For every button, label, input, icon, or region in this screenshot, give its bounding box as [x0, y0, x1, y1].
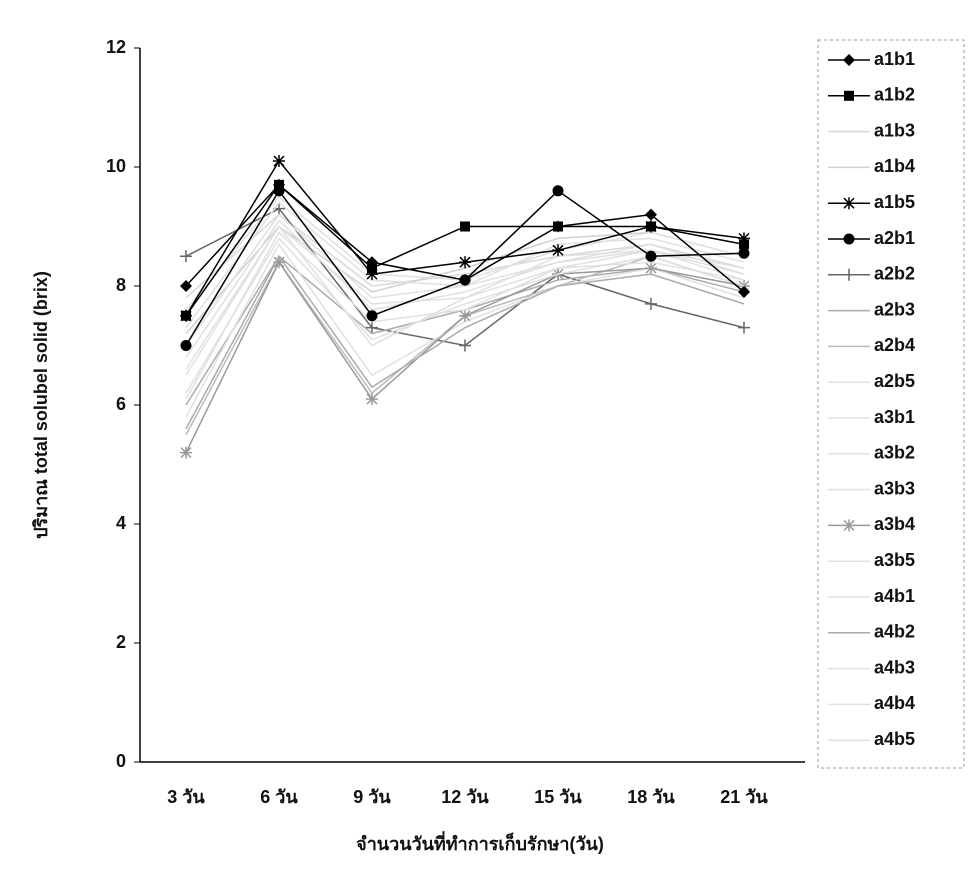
marker	[180, 280, 192, 292]
legend-label: a1b2	[874, 85, 915, 105]
legend-marker	[843, 268, 855, 281]
marker	[273, 185, 285, 197]
legend-label: a4b5	[874, 729, 915, 749]
legend-label: a4b3	[874, 657, 915, 677]
marker	[180, 309, 192, 322]
y-tick-label: 12	[106, 37, 126, 57]
marker	[180, 340, 192, 351]
legend-label: a1b1	[874, 49, 915, 69]
y-tick-label: 8	[116, 275, 126, 295]
marker	[738, 321, 750, 334]
marker	[459, 309, 471, 322]
legend-marker	[844, 90, 854, 101]
y-axis-title: ปริมาณ total solubel solid (brix)	[31, 271, 51, 539]
x-tick-label: 18 วัน	[627, 787, 675, 807]
marker	[273, 155, 285, 168]
marker	[645, 250, 657, 262]
legend-marker	[843, 54, 855, 66]
legend-marker	[843, 197, 855, 210]
legend-label: a4b2	[874, 622, 915, 642]
legend-label: a2b1	[874, 228, 915, 248]
marker	[738, 247, 750, 259]
marker	[552, 185, 564, 197]
marker	[645, 297, 657, 310]
x-tick-label: 3 วัน	[167, 787, 205, 807]
marker	[459, 339, 471, 352]
legend-label: a1b4	[874, 156, 915, 176]
legend-label: a3b1	[874, 407, 915, 427]
marker	[645, 220, 657, 233]
x-tick-label: 21 วัน	[720, 787, 768, 807]
marker	[366, 321, 378, 334]
legend-label: a3b2	[874, 443, 915, 463]
legend-label: a3b3	[874, 478, 915, 498]
legend-marker	[843, 519, 855, 532]
legend-label: a1b3	[874, 120, 915, 140]
x-tick-label: 9 วัน	[353, 787, 391, 807]
marker	[366, 393, 378, 406]
marker	[645, 208, 657, 221]
marker	[738, 232, 750, 245]
marker	[274, 179, 284, 190]
marker	[460, 221, 470, 232]
legend-label: a4b1	[874, 586, 915, 606]
marker	[553, 221, 563, 232]
marker	[273, 256, 285, 269]
x-tick-label: 15 วัน	[534, 787, 582, 807]
x-tick-label: 6 วัน	[260, 787, 298, 807]
series-line	[185, 231, 745, 400]
legend-box	[817, 39, 965, 769]
legend-label: a3b4	[874, 514, 915, 534]
y-tick-label: 2	[116, 632, 126, 652]
legend-label: a2b4	[874, 335, 915, 355]
legend-label: a2b5	[874, 371, 915, 391]
marker	[366, 268, 378, 281]
marker	[552, 244, 564, 257]
legend-label: a1b5	[874, 192, 915, 212]
marker	[180, 446, 192, 459]
marker	[738, 285, 750, 298]
y-tick-label: 0	[116, 751, 126, 771]
marker	[645, 262, 657, 275]
y-tick-label: 4	[116, 513, 126, 533]
y-tick-label: 10	[106, 156, 126, 176]
marker	[459, 274, 471, 286]
x-tick-label: 12 วัน	[441, 787, 489, 807]
legend-label: a2b3	[874, 299, 915, 319]
legend-marker	[843, 233, 855, 245]
y-tick-label: 6	[116, 394, 126, 414]
legend-label: a4b4	[874, 693, 915, 713]
legend-label: a3b5	[874, 550, 915, 570]
series-line	[185, 254, 745, 430]
series-line	[185, 225, 745, 370]
marker	[366, 310, 378, 322]
legend-label: a2b2	[874, 264, 915, 284]
x-axis-title: จำนวนวันที่ทำการเก็บรักษา(วัน)	[356, 831, 604, 854]
marker	[459, 256, 471, 269]
marker	[180, 250, 192, 263]
